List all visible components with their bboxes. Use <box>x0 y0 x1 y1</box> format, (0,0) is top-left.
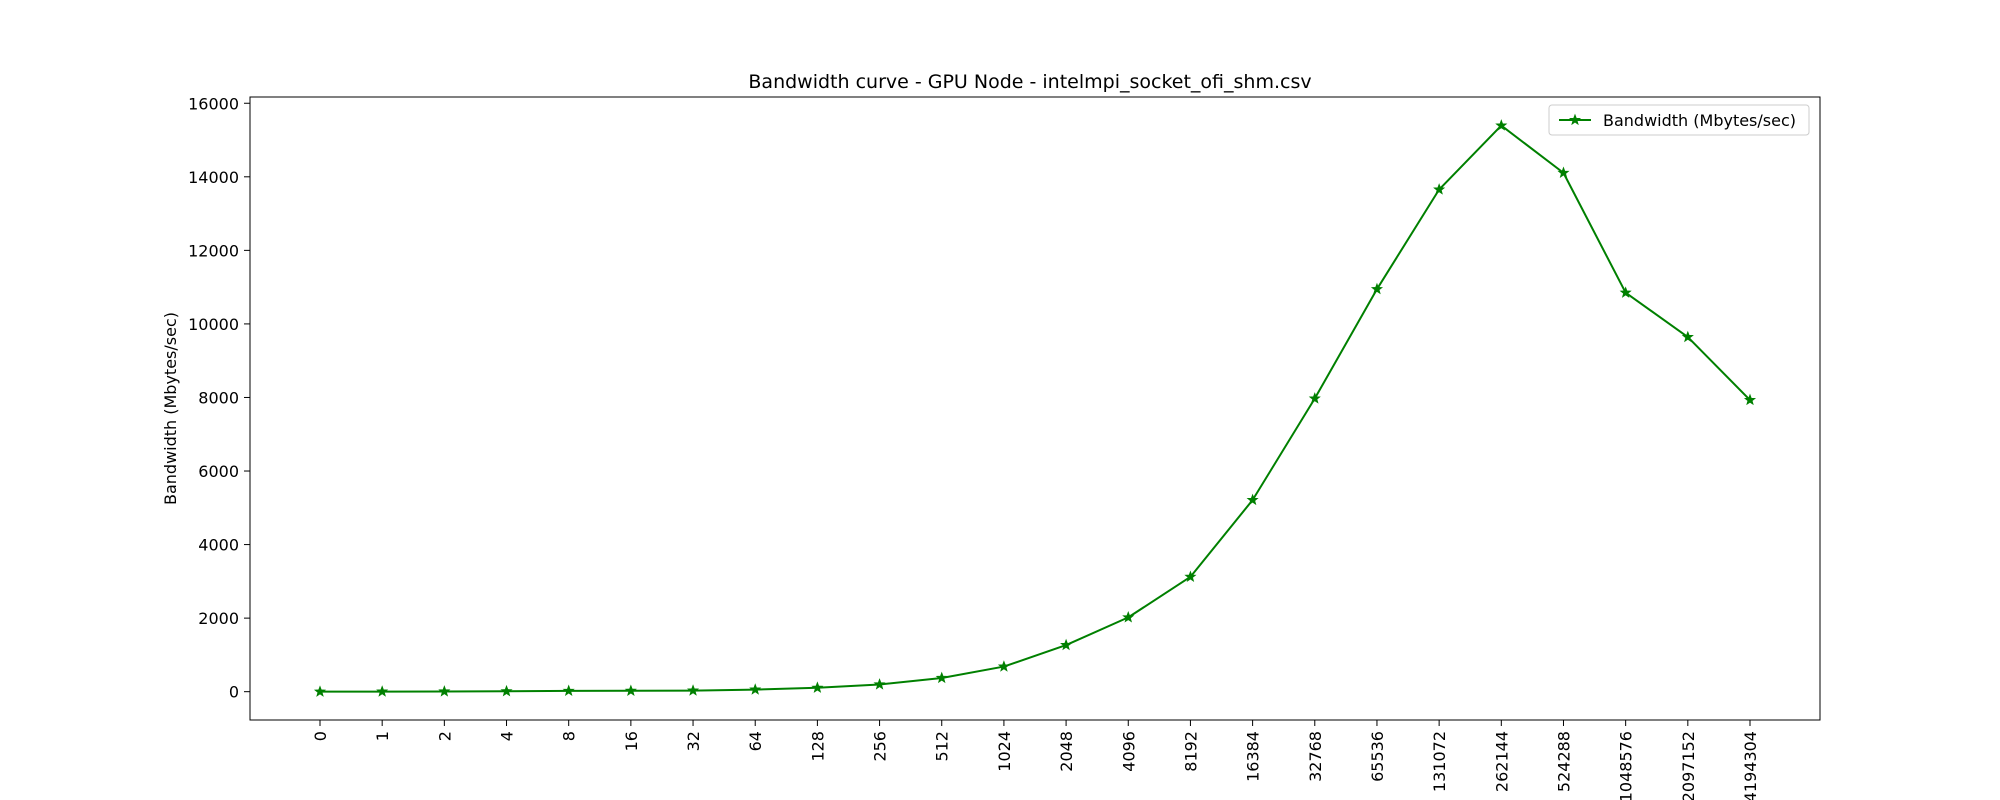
data-point-4 <box>500 684 513 697</box>
x-tick-label: 128 <box>808 731 827 762</box>
data-point-1024 <box>997 660 1010 672</box>
legend-label: Bandwidth (Mbytes/sec) <box>1603 111 1796 130</box>
y-tick-label: 2000 <box>198 609 239 628</box>
x-tick-label: 256 <box>871 731 890 762</box>
y-tick-label: 16000 <box>188 94 239 113</box>
x-tick-label: 16 <box>622 731 641 751</box>
y-axis: 0 2000 4000 6000 8000 10000 12000 14000 16000 <box>188 94 250 702</box>
x-tick-label: 512 <box>933 731 952 762</box>
y-tick-label: 4000 <box>198 536 239 555</box>
y-tick-label: 14000 <box>188 168 239 187</box>
chart-title: Bandwidth curve - GPU Node - intelmpi_so… <box>748 71 1311 93</box>
x-tick-label: 8192 <box>1181 731 1200 772</box>
series-line <box>319 124 1751 693</box>
x-tick-label: 1024 <box>995 731 1014 772</box>
x-tick-label: 64 <box>746 731 765 751</box>
data-point-16 <box>624 684 637 696</box>
x-tick-label: 2 <box>435 731 454 741</box>
data-point-0 <box>313 685 327 697</box>
data-point-4194304 <box>1743 393 1757 406</box>
data-point-2048 <box>1060 638 1073 651</box>
x-tick-label: 1 <box>373 731 392 741</box>
y-tick-label: 12000 <box>188 241 239 260</box>
data-point-2 <box>438 685 451 697</box>
x-tick-label: 2048 <box>1057 731 1076 772</box>
y-tick-label: 0 <box>229 683 239 702</box>
data-point-2097152 <box>1681 330 1694 343</box>
x-tick-label: 32768 <box>1306 731 1325 782</box>
x-tick-label: 16384 <box>1244 731 1263 782</box>
x-tick-label: 4 <box>498 731 517 741</box>
y-axis-label: Bandwidth (Mbytes/sec) <box>161 312 180 505</box>
data-point-256 <box>873 678 886 690</box>
x-tick-label: 4194304 <box>1741 731 1760 800</box>
data-point-1048576 <box>1619 286 1632 298</box>
x-tick-label: 65536 <box>1368 731 1387 782</box>
x-axis: 0 1 2 4 8 16 32 64 128 256 512 1024 2048 4096 8192 1638… <box>311 720 1760 800</box>
data-point-32 <box>686 684 700 696</box>
x-tick-label: 1048576 <box>1617 731 1636 800</box>
y-tick-label: 8000 <box>198 388 239 407</box>
plot-frame <box>249 96 1821 721</box>
data-point-8192 <box>1184 570 1197 582</box>
legend-box <box>1548 104 1810 136</box>
data-point-128 <box>811 681 824 693</box>
x-tick-label: 32 <box>684 731 703 751</box>
x-tick-label: 0 <box>311 731 330 741</box>
data-point-16384 <box>1246 493 1259 506</box>
data-point-4096 <box>1122 611 1135 623</box>
plot-area <box>313 119 1757 697</box>
data-point-32768 <box>1308 392 1321 404</box>
data-point-1 <box>376 685 389 697</box>
data-point-64 <box>749 683 762 695</box>
data-point-131072 <box>1433 183 1446 195</box>
data-point-524288 <box>1557 166 1570 179</box>
data-point-512 <box>935 671 948 684</box>
legend: Bandwidth (Mbytes/sec) <box>1548 104 1810 136</box>
x-tick-label: 131072 <box>1430 731 1449 792</box>
data-point-65536 <box>1370 282 1384 295</box>
x-tick-label: 262144 <box>1492 731 1511 792</box>
data-point-262144 <box>1495 119 1508 131</box>
y-tick-label: 10000 <box>188 315 239 334</box>
x-tick-label: 8 <box>560 731 579 741</box>
x-tick-label: 524288 <box>1554 731 1573 792</box>
x-tick-label: 4096 <box>1119 731 1138 772</box>
legend-star-marker <box>1568 113 1582 126</box>
data-point-8 <box>562 684 575 697</box>
x-tick-label: 2097152 <box>1679 731 1698 800</box>
y-tick-label: 6000 <box>198 462 239 481</box>
